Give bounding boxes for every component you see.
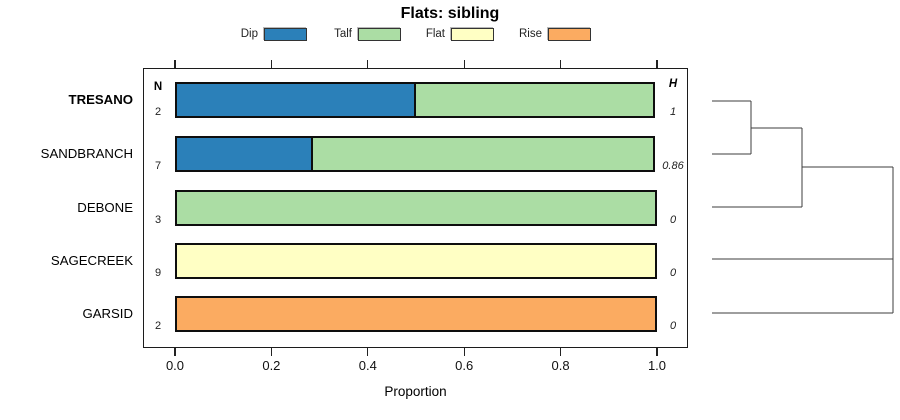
h-value: 0 [669,320,677,332]
bar-segment-flat [175,243,657,279]
h-value: 0 [669,214,677,226]
n-value: 9 [154,267,162,279]
bar-row-sandbranch [175,136,657,172]
h-value: 0.86 [662,160,684,172]
x-tick-bottom [559,348,562,356]
bar-segment-dip [175,82,416,118]
y-axis-label-sagecreek: SAGECREEK [50,253,133,268]
x-tick-top [270,60,273,68]
bar-segment-talf [414,82,655,118]
x-tick-bottom [270,348,273,356]
bar-row-garsid [175,296,657,332]
bar-segment-rise [175,296,657,332]
x-tick-top [559,60,562,68]
x-tick-bottom [463,348,465,356]
x-tick-top [367,60,369,68]
n-column-header: N [153,81,163,93]
x-tick-label: 1.0 [647,358,667,373]
x-tick-top [656,60,658,68]
bar-segment-talf [175,190,657,226]
y-axis-label-sandbranch: SANDBRANCH [40,146,133,161]
bar-segment-dip [175,136,313,172]
legend-label-dip: Dip [240,28,258,40]
y-axis-label-garsid: GARSID [82,306,133,321]
legend-swatch-talf [358,28,401,41]
n-value: 2 [154,320,162,332]
n-value: 3 [154,214,162,226]
h-value: 0 [669,267,677,279]
x-tick-top [463,60,465,68]
legend-label-talf: Talf [334,28,352,40]
chart-title: Flats: sibling [400,5,500,22]
legend-label-rise: Rise [518,28,542,40]
x-tick-label: 0.8 [551,358,570,373]
x-tick-bottom [174,348,176,356]
y-axis-label-debone: DEBONE [77,200,133,215]
x-tick-label: 0.4 [358,358,377,373]
h-value: 1 [669,106,677,118]
x-tick-label: 0.6 [455,358,474,373]
bar-row-tresano [175,82,657,118]
bar-segment-talf [310,136,655,172]
x-tick-bottom [656,348,658,356]
legend-label-flat: Flat [425,28,445,40]
y-axis-label-tresano: TRESANO [68,92,133,107]
n-value: 7 [154,160,162,172]
bar-row-debone [175,190,657,226]
n-value: 2 [154,106,162,118]
plot-area-border [143,68,688,348]
legend-swatch-flat [451,28,494,41]
x-tick-label: 0.0 [165,358,185,373]
x-tick-label: 0.2 [262,358,281,373]
x-tick-bottom [367,348,369,356]
x-tick-top [174,60,176,68]
bar-row-sagecreek [175,243,657,279]
legend-swatch-dip [264,28,307,41]
x-axis-title: Proportion [384,384,447,399]
h-column-header: H [668,78,678,90]
legend-swatch-rise [548,28,591,41]
